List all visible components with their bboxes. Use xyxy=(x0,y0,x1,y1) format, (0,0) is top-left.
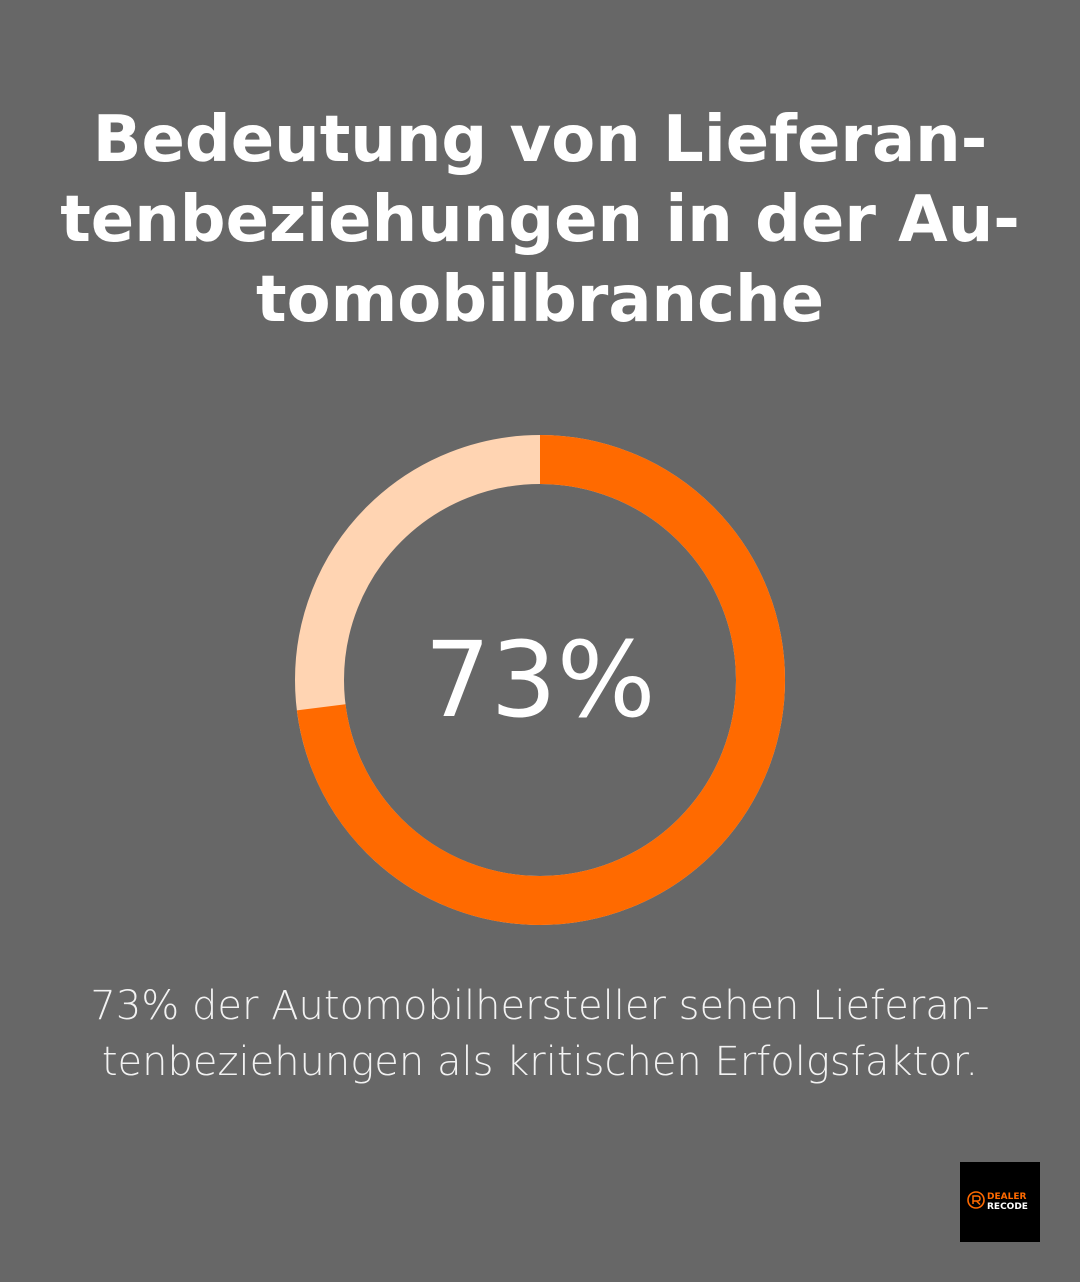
title-line-2: tenbeziehungen in der Au- xyxy=(60,183,1020,257)
donut-center-value: 73% xyxy=(424,619,656,741)
caption-line-2: tenbeziehungen als kritischen Erfolgsfak… xyxy=(101,1039,979,1085)
title-line-3: tomobilbranche xyxy=(256,263,824,337)
donut-ring xyxy=(295,435,785,925)
r-circle-icon xyxy=(967,1191,985,1209)
logo-line-1: DEALER xyxy=(987,1192,1027,1202)
donut-value-segment xyxy=(295,435,785,925)
caption-line-1: 73% der Automobilhersteller sehen Liefer… xyxy=(90,983,990,1029)
donut-chart: 73% xyxy=(290,430,790,930)
dealer-recode-logo: DEALER RECODE xyxy=(960,1162,1040,1242)
logo-line-2: RECODE xyxy=(987,1202,1028,1212)
caption: 73% der Automobilhersteller sehen Liefer… xyxy=(40,978,1040,1090)
title-line-1: Bedeutung von Lieferan- xyxy=(92,103,988,177)
page-title: Bedeutung von Lieferan- tenbeziehungen i… xyxy=(40,100,1040,340)
